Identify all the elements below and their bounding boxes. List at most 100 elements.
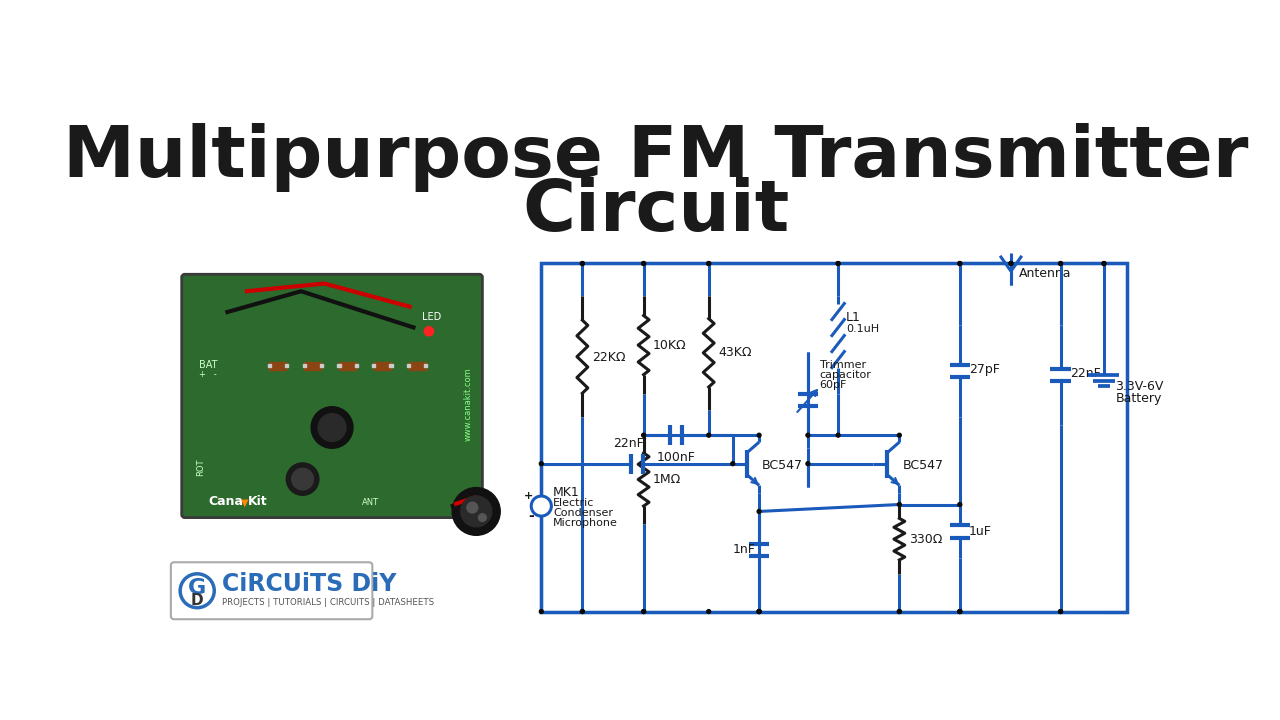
- Circle shape: [957, 261, 961, 266]
- Bar: [408, 362, 426, 370]
- Circle shape: [479, 514, 486, 521]
- Bar: [268, 364, 271, 367]
- Circle shape: [897, 503, 901, 506]
- Text: 22nF: 22nF: [613, 437, 644, 450]
- Circle shape: [957, 610, 961, 613]
- Text: +   -: + -: [198, 371, 216, 379]
- Bar: [339, 362, 356, 370]
- Circle shape: [707, 433, 710, 437]
- Circle shape: [580, 261, 584, 266]
- Circle shape: [467, 502, 477, 513]
- Circle shape: [897, 433, 901, 437]
- Text: PROJECTS | TUTORIALS | CIRCUITS | DATASHEETS: PROJECTS | TUTORIALS | CIRCUITS | DATASH…: [221, 598, 434, 607]
- Circle shape: [641, 261, 645, 266]
- Text: Circuit: Circuit: [522, 177, 790, 246]
- Text: Cana: Cana: [209, 495, 243, 508]
- Text: CiRCUiTS DiY: CiRCUiTS DiY: [221, 572, 397, 596]
- Bar: [305, 362, 321, 370]
- Circle shape: [292, 468, 314, 490]
- Circle shape: [731, 462, 735, 466]
- Text: Antenna: Antenna: [1019, 267, 1071, 280]
- Circle shape: [531, 496, 552, 516]
- Circle shape: [836, 261, 840, 266]
- Text: G: G: [188, 578, 206, 598]
- Circle shape: [758, 610, 762, 613]
- Circle shape: [897, 610, 901, 613]
- Text: 22nF: 22nF: [1070, 367, 1101, 380]
- Circle shape: [580, 610, 584, 613]
- Text: 27pF: 27pF: [969, 364, 1000, 377]
- Bar: [372, 364, 375, 367]
- Text: BAT: BAT: [198, 360, 218, 370]
- Text: 1uF: 1uF: [969, 525, 992, 538]
- Circle shape: [836, 261, 840, 266]
- Circle shape: [957, 261, 961, 266]
- Circle shape: [1009, 261, 1012, 266]
- Text: LED: LED: [421, 312, 440, 322]
- Circle shape: [806, 462, 810, 466]
- Bar: [269, 362, 287, 370]
- Bar: [355, 364, 357, 367]
- Text: 10KΩ: 10KΩ: [653, 338, 686, 351]
- Bar: [541, 264, 1128, 611]
- Circle shape: [539, 610, 543, 613]
- Bar: [320, 364, 323, 367]
- Circle shape: [1059, 610, 1062, 613]
- Text: Multipurpose FM Transmitter: Multipurpose FM Transmitter: [63, 123, 1249, 192]
- Text: 60pF: 60pF: [819, 380, 847, 390]
- Text: BC547: BC547: [762, 459, 803, 472]
- Circle shape: [641, 433, 645, 437]
- Circle shape: [1009, 261, 1012, 266]
- FancyBboxPatch shape: [170, 562, 372, 619]
- Text: Electric: Electric: [553, 498, 594, 508]
- Circle shape: [957, 503, 961, 506]
- Text: 330Ω: 330Ω: [909, 533, 942, 546]
- Circle shape: [311, 407, 353, 449]
- Bar: [284, 364, 288, 367]
- Text: 43KΩ: 43KΩ: [718, 346, 751, 359]
- Text: Battery: Battery: [1116, 392, 1162, 405]
- Text: ▼: ▼: [241, 498, 248, 508]
- Circle shape: [1102, 261, 1106, 266]
- Text: 22KΩ: 22KΩ: [591, 351, 625, 364]
- Circle shape: [641, 610, 645, 613]
- Circle shape: [758, 610, 762, 613]
- Circle shape: [758, 433, 762, 437]
- Text: www.canakit.com: www.canakit.com: [465, 366, 474, 441]
- Bar: [374, 362, 390, 370]
- Text: L1: L1: [846, 311, 860, 324]
- Bar: [302, 364, 306, 367]
- Bar: [407, 364, 411, 367]
- Circle shape: [707, 261, 710, 266]
- Text: 0.1uH: 0.1uH: [846, 324, 879, 334]
- Circle shape: [806, 433, 810, 437]
- Circle shape: [1059, 261, 1062, 266]
- Text: Condenser: Condenser: [553, 508, 613, 518]
- Circle shape: [1059, 261, 1062, 266]
- Circle shape: [180, 574, 214, 608]
- Text: BC547: BC547: [902, 459, 943, 472]
- Circle shape: [707, 610, 710, 613]
- Circle shape: [539, 462, 543, 466]
- Circle shape: [957, 610, 961, 613]
- Circle shape: [424, 327, 434, 336]
- Circle shape: [319, 414, 346, 441]
- Circle shape: [641, 261, 645, 266]
- Text: 1MΩ: 1MΩ: [653, 472, 681, 485]
- Bar: [338, 364, 340, 367]
- Circle shape: [1102, 261, 1106, 266]
- Circle shape: [452, 487, 500, 535]
- Text: -: -: [527, 509, 534, 523]
- Text: 100nF: 100nF: [657, 451, 695, 464]
- Circle shape: [287, 463, 319, 495]
- Circle shape: [641, 610, 645, 613]
- Circle shape: [758, 610, 762, 613]
- Text: D: D: [191, 593, 204, 608]
- Circle shape: [580, 261, 584, 266]
- FancyBboxPatch shape: [182, 274, 483, 518]
- Bar: [389, 364, 393, 367]
- Text: ROT: ROT: [196, 458, 205, 476]
- Text: 3.3V-6V: 3.3V-6V: [1116, 380, 1164, 393]
- Circle shape: [580, 610, 584, 613]
- Text: Microphone: Microphone: [553, 518, 618, 528]
